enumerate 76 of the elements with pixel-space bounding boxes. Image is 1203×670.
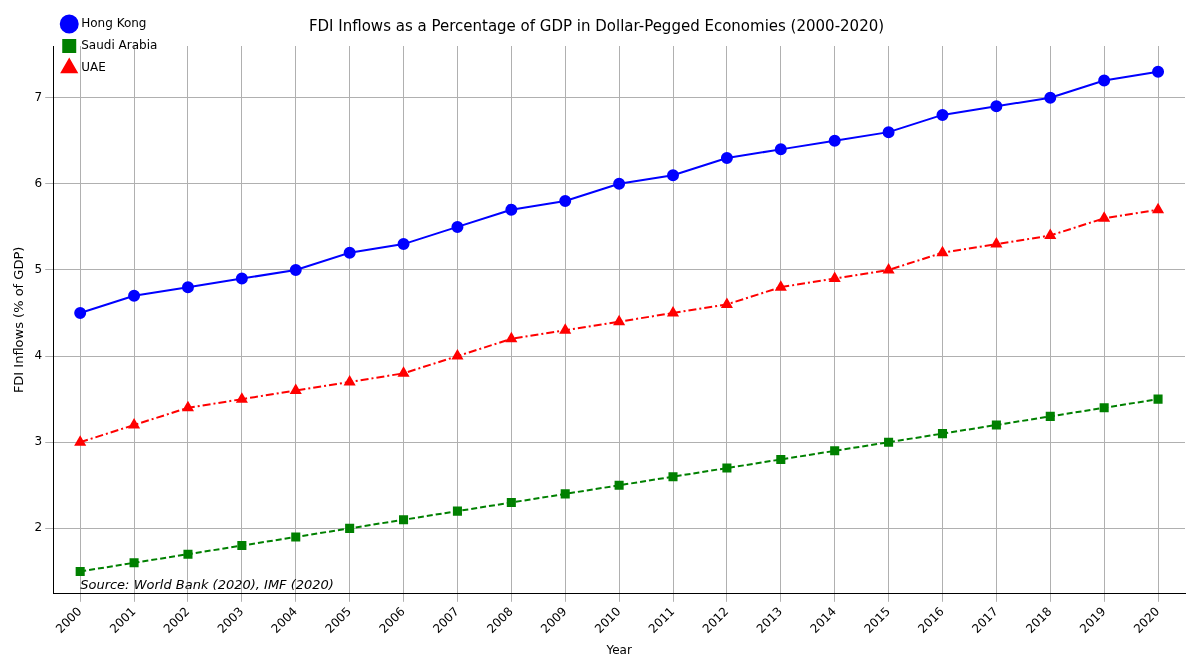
point [129,558,139,568]
point [1152,203,1164,214]
y-tick-label: 2 [34,520,43,535]
point [667,307,679,317]
point [774,143,787,156]
point [506,497,516,508]
y-tick-label: 6 [34,175,43,190]
point [559,324,571,334]
point [884,437,894,447]
point [937,429,948,439]
point [345,523,355,533]
x-axis-title: Year [605,642,632,657]
point [75,566,85,576]
point [399,515,409,525]
point [289,263,302,276]
point [183,549,193,559]
y-axis-title: FDI Inflows (% of GDP) [11,246,27,394]
point [1098,74,1111,87]
point [237,541,247,551]
y-tick-label: 5 [34,262,43,277]
point [829,272,841,283]
point [128,419,140,429]
point [398,367,409,377]
chart-title: FDI Inflows as a Percentage of GDP in Dollar-Pegged Economies (2000-2020) [308,16,885,35]
point [990,100,1003,113]
point [722,463,732,473]
point [830,446,840,456]
point [1045,411,1055,421]
point [1098,212,1110,222]
point [290,384,302,395]
point [506,332,517,343]
point [344,375,355,386]
annotation: Source: World Bank (2020), IMF (2020) [80,576,334,592]
point [291,532,301,542]
point [505,203,518,216]
legend-label: Hong Kong [81,16,147,31]
point [1044,229,1056,239]
point [828,134,841,147]
point [614,480,624,490]
point [1153,394,1163,404]
y-tick-label: 4 [34,348,43,363]
legend-label: Saudi Arabia [81,38,158,53]
point [883,263,894,274]
point [1152,65,1165,78]
point [560,489,570,499]
point [668,472,678,482]
legend-label: UAE [81,60,106,75]
point [1044,91,1057,104]
point [776,454,786,464]
point [181,281,194,294]
point [991,420,1001,430]
point [613,315,625,326]
point [667,169,680,182]
point [937,246,948,257]
point [452,350,463,360]
point [613,177,626,190]
point [559,195,572,208]
point [74,307,87,320]
point [235,272,248,285]
point [343,246,356,259]
point [936,108,949,121]
point [991,238,1002,248]
point [182,401,194,412]
point [236,393,248,403]
point [775,281,787,291]
y-tick-label: 3 [34,434,43,449]
point [128,289,141,302]
point [882,126,895,139]
point [721,298,733,308]
y-tick-label: 7 [34,89,43,104]
point [74,436,86,446]
point [720,151,733,164]
point [451,220,464,233]
point [397,238,410,251]
point [452,506,462,516]
point [1099,403,1109,413]
